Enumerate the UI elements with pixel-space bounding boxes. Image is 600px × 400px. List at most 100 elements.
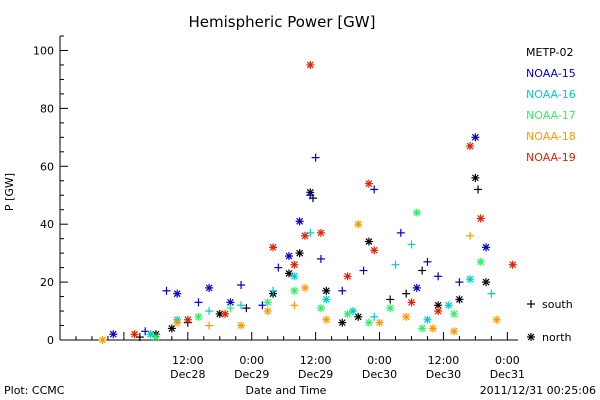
star-marker-d2 (429, 324, 437, 332)
data-point (364, 179, 373, 188)
data-point (290, 301, 299, 310)
star-marker-d2 (370, 246, 378, 254)
data-point (290, 272, 299, 281)
data-point (98, 336, 107, 344)
data-point (407, 298, 416, 307)
data-point (354, 312, 363, 321)
data-point (428, 324, 437, 333)
star-marker-d2 (349, 307, 357, 315)
legend-entry: NOAA-18 (526, 130, 576, 143)
star-marker-d2 (290, 272, 298, 280)
star-marker-d2 (195, 313, 202, 321)
data-point (173, 318, 182, 327)
data-point (370, 246, 379, 255)
data-point (423, 257, 432, 266)
data-point (295, 249, 304, 258)
data-point (412, 283, 421, 292)
data-point (205, 307, 214, 316)
star-marker-d2 (450, 327, 458, 335)
data-point (407, 240, 416, 249)
x-tick-label: 12:00 (428, 354, 460, 367)
star-marker-d2 (493, 316, 501, 324)
data-point (476, 257, 485, 266)
data-point (215, 309, 224, 318)
data-point (482, 278, 491, 287)
star-marker-d2 (365, 319, 373, 327)
data-point (237, 321, 246, 330)
data-point (173, 289, 182, 298)
star-marker-d2 (301, 284, 309, 292)
data-point (450, 309, 459, 318)
data-point (492, 315, 501, 324)
star-marker-d2 (296, 217, 304, 225)
plot-timestamp: 2011/12/31 00:25:06 (480, 384, 596, 397)
data-point (322, 315, 331, 324)
data-point (434, 307, 443, 316)
data-point (418, 266, 427, 275)
data-point (316, 228, 325, 237)
data-point (455, 295, 464, 304)
star-marker-d2 (471, 133, 479, 141)
data-point (316, 254, 325, 263)
star-marker-d2 (290, 287, 298, 295)
data-point (455, 278, 464, 287)
data-point (466, 231, 475, 240)
data-point (370, 185, 379, 194)
star-marker-d2 (482, 278, 490, 286)
star-marker-d2 (168, 324, 176, 332)
star-marker-d2 (322, 287, 330, 295)
data-point (343, 272, 352, 281)
data-point (348, 307, 357, 316)
star-marker-d2 (477, 214, 485, 222)
star-marker-d2 (466, 142, 474, 150)
data-point (444, 301, 453, 310)
y-tick-label: 20 (40, 276, 54, 289)
star-marker-d2 (482, 243, 490, 251)
star-marker-d2 (434, 307, 442, 315)
data-point (338, 318, 347, 327)
x-tick-date: Dec29 (234, 368, 269, 381)
data-point (450, 327, 459, 336)
data-point (487, 289, 496, 298)
plot-credit: Plot: CCMC (4, 384, 65, 397)
data-point (183, 315, 192, 324)
data-point (269, 243, 278, 252)
data-point (226, 304, 235, 313)
data-point (237, 280, 246, 289)
star-marker-d2 (269, 243, 277, 251)
data-point (386, 304, 395, 313)
y-axis-label: P [GW] (3, 173, 16, 211)
star-marker-d2 (365, 238, 373, 245)
star-marker-d2 (296, 249, 304, 257)
data-point (466, 275, 475, 284)
x-tick-date: Dec31 (490, 368, 525, 381)
star-marker-d2 (466, 275, 474, 283)
chart-title: Hemispheric Power [GW] (189, 13, 376, 31)
data-point (391, 260, 400, 269)
x-tick-label: 12:00 (300, 354, 332, 367)
star-marker-d2 (109, 330, 117, 338)
marker-key-symbol (527, 300, 535, 308)
data-point (205, 321, 214, 330)
data-point (151, 333, 160, 342)
data-point (434, 272, 443, 281)
data-point (194, 312, 203, 321)
star-marker-d2 (290, 261, 298, 269)
marker-key-label: north (542, 331, 572, 344)
data-point (471, 133, 480, 142)
data-point (146, 330, 155, 339)
data-points (98, 60, 517, 344)
star-marker-d2 (322, 296, 330, 303)
star-marker-d2 (365, 180, 373, 188)
data-point (311, 153, 320, 162)
data-point (295, 217, 304, 226)
star-marker-d2 (527, 333, 535, 341)
data-point (402, 289, 411, 298)
legend-entry: NOAA-17 (526, 109, 576, 122)
data-point (474, 185, 483, 194)
data-point (306, 191, 315, 200)
data-point (364, 237, 373, 246)
x-tick-label: 0:00 (367, 354, 392, 367)
data-point (476, 214, 485, 223)
